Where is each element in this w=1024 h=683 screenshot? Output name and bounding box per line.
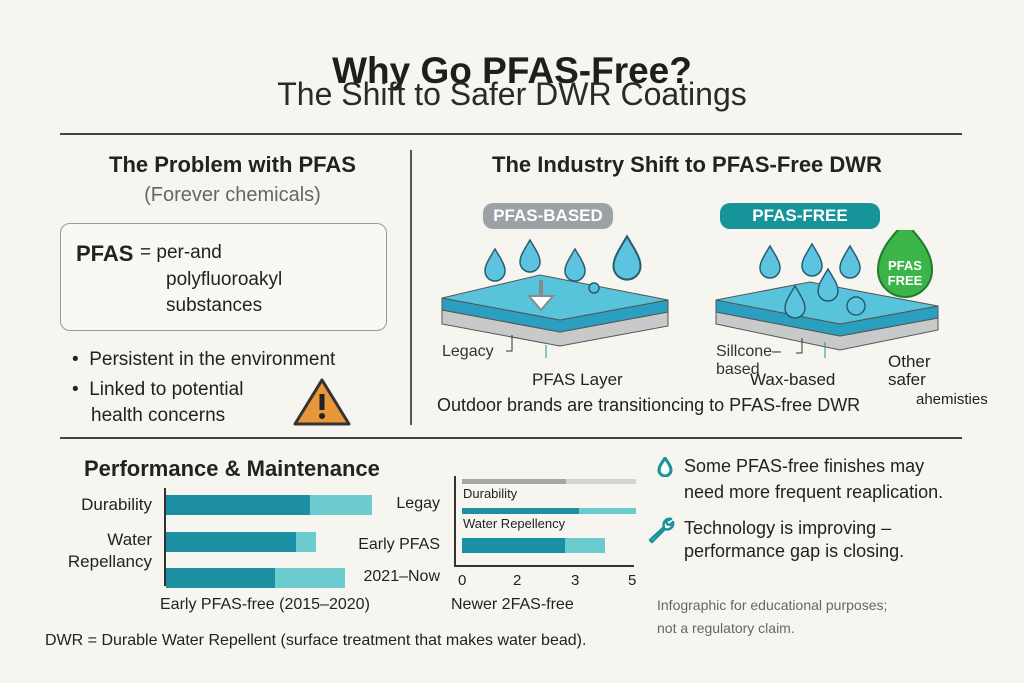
row-label: Early PFAS xyxy=(358,536,440,553)
bullet-text: Persistent in the environment xyxy=(89,349,336,370)
footnote: DWR = Durable Water Repellent (surface t… xyxy=(45,632,587,649)
definition-text: polyfluoroakyl xyxy=(166,269,283,290)
chart-axis xyxy=(454,565,634,567)
coating-illustration: PFAS FREE xyxy=(441,230,939,358)
bar-label: Water Repellency xyxy=(463,516,566,531)
wax-callout: Wax-based xyxy=(750,370,836,389)
chart-caption: Early PFAS-free (2015–2020) xyxy=(160,596,370,613)
pfas-free-badge-icon: PFAS FREE xyxy=(876,230,934,298)
divider xyxy=(60,133,962,135)
shift-caption: Outdoor brands are transitioncing to PFA… xyxy=(437,395,861,415)
badge-text: FREE xyxy=(888,273,923,288)
bar-segment-dark xyxy=(166,568,276,588)
bar-label: Durability xyxy=(463,486,518,501)
silicone-callout: Sillcone– xyxy=(716,343,781,360)
problem-subheading: (Forever chemicals) xyxy=(144,184,321,206)
arrow-down-icon xyxy=(526,280,556,312)
bullet-item: • Persistent in the environment xyxy=(72,349,336,370)
chart-axis xyxy=(454,476,456,566)
problem-heading: The Problem with PFAS xyxy=(109,152,356,177)
bar-segment-dark xyxy=(462,479,567,484)
water-drop-icon xyxy=(759,245,781,279)
water-drop-icon xyxy=(564,248,586,282)
divider xyxy=(410,150,412,425)
water-drop-icon xyxy=(817,268,839,302)
silicone-callout: based xyxy=(716,361,760,378)
chart-label: Repellancy xyxy=(67,552,152,571)
other-callout: Other xyxy=(888,352,931,371)
other-callout: ahemisties xyxy=(916,391,988,408)
chart-label: Water xyxy=(107,530,152,549)
bar-segment-dark xyxy=(462,538,565,553)
pfas-based-fabric xyxy=(441,274,669,347)
divider xyxy=(60,437,962,439)
tick-label: 3 xyxy=(571,572,580,589)
definition-box xyxy=(60,223,387,331)
tick-label: 2 xyxy=(513,572,522,589)
pfas-layer-callout: PFAS Layer xyxy=(532,370,623,389)
definition-text: substances xyxy=(166,295,263,316)
definition-text: = per-and xyxy=(140,242,222,263)
row-label: Legay xyxy=(396,495,440,512)
row-label: 2021–Now xyxy=(363,568,441,585)
page-subtitle: The Shift to Safer DWR Coatings xyxy=(277,76,747,112)
warning-triangle-icon xyxy=(293,378,351,426)
chart-label: Durability xyxy=(81,495,152,514)
note-text: performance gap is closing. xyxy=(684,541,905,561)
water-drop-icon xyxy=(519,239,541,273)
tick-label: 5 xyxy=(628,572,637,589)
bullet-item: • Linked to potential xyxy=(72,379,244,400)
disclaimer: not a regulatory claim. xyxy=(657,620,795,636)
chart-axis xyxy=(164,488,166,586)
bar-segment-dark xyxy=(462,508,579,514)
shift-heading: The Industry Shift to PFAS-Free DWR xyxy=(492,152,882,177)
chart-caption: Newer 2FAS-free xyxy=(451,596,574,613)
wrench-icon xyxy=(648,517,675,544)
pfas-based-pill: PFAS-BASED xyxy=(483,203,613,229)
other-callout: safer xyxy=(888,370,926,389)
bullet-text: health concerns xyxy=(91,405,226,426)
page-title: Why Go PFAS-Free? xyxy=(332,50,692,91)
note-text: Some PFAS-free finishes may xyxy=(684,456,925,476)
note-text: Technology is improving – xyxy=(684,518,892,538)
water-drop-icon xyxy=(484,248,506,282)
pfas-free-pill: PFAS-FREE xyxy=(720,203,880,229)
tick-label: 0 xyxy=(458,572,467,589)
bullet-text: Linked to potential xyxy=(89,379,244,400)
water-drop-icon xyxy=(801,243,823,277)
legacy-callout: Legacy xyxy=(442,343,494,360)
performance-heading: Performance & Maintenance xyxy=(84,456,380,481)
definition-term: PFAS xyxy=(76,241,134,266)
badge-text: PFAS xyxy=(888,258,922,273)
water-drop-icon xyxy=(839,245,861,279)
water-drop-icon xyxy=(612,235,642,281)
note-text: need more frequent reaplication. xyxy=(684,482,944,502)
water-drop-icon xyxy=(657,457,673,477)
disclaimer: Infographic for educational purposes; xyxy=(657,597,888,613)
bar-segment-dark xyxy=(166,495,311,515)
bar-segment-dark xyxy=(166,532,296,552)
